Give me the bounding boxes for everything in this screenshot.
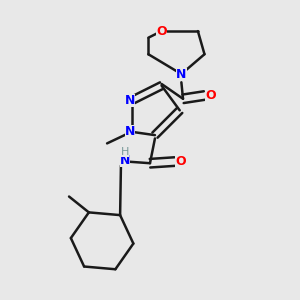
Text: N: N xyxy=(125,94,135,107)
Text: H: H xyxy=(121,147,129,157)
Text: N: N xyxy=(120,154,130,167)
Text: O: O xyxy=(156,25,167,38)
Text: O: O xyxy=(205,89,216,102)
Text: O: O xyxy=(176,155,186,168)
Text: N: N xyxy=(125,125,135,138)
Text: N: N xyxy=(176,68,187,80)
